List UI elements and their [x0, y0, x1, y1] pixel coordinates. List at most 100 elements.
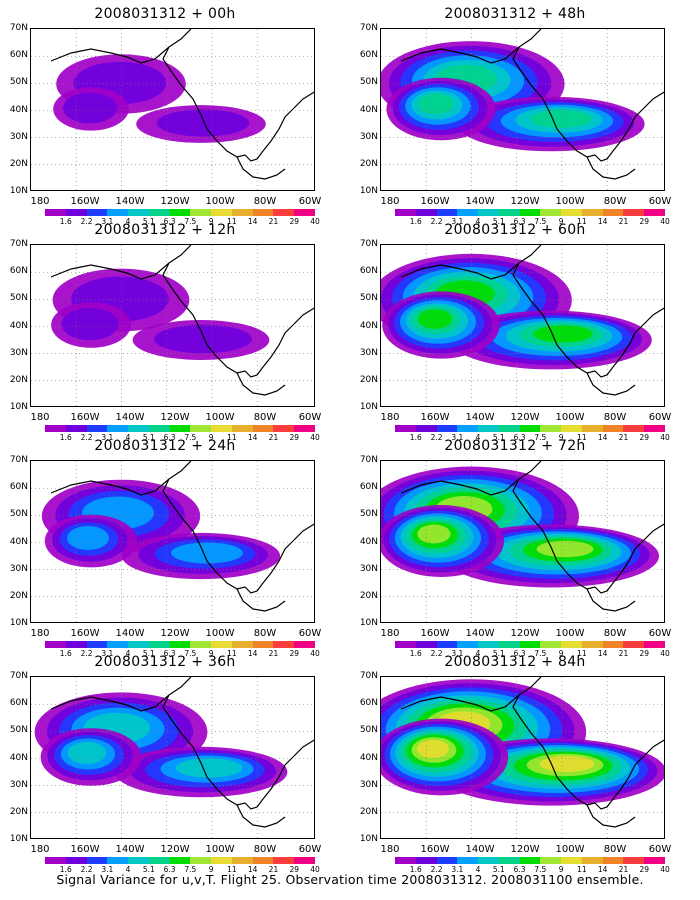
colorbar: [395, 641, 665, 648]
colorbar-swatch: [581, 425, 603, 432]
colorbar-label: 21: [618, 649, 629, 658]
colorbar-swatch: [148, 857, 170, 864]
map-area: [30, 28, 315, 191]
variance-field: [381, 245, 664, 406]
longitude-label: 80W: [603, 196, 627, 207]
colorbar-label: 7.5: [534, 649, 547, 658]
colorbar-label: 14: [597, 217, 608, 226]
colorbar-label: 4: [125, 649, 131, 658]
colorbar-swatch: [231, 209, 253, 216]
latitude-label: 10N: [359, 186, 378, 196]
map-panel: 2008031312 + 36h 70N 60N 50N 40N 30N 20N 10N 180…: [0, 654, 330, 874]
colorbar-label: 21: [268, 649, 279, 658]
variance-field: [381, 461, 664, 622]
colorbar-label: 40: [310, 649, 320, 658]
latitude-label: 10N: [9, 186, 28, 196]
colorbar-swatch: [561, 425, 582, 432]
latitude-label: 70N: [359, 239, 378, 249]
colorbar-swatch: [498, 209, 520, 216]
latitude-label: 60N: [9, 266, 28, 277]
colorbar-swatch: [107, 857, 129, 864]
colorbar-swatch: [65, 425, 87, 432]
colorbar-swatch: [45, 641, 66, 648]
colorbar-label: 2.2: [80, 217, 93, 226]
latitude-label: 10N: [359, 618, 378, 628]
map-panel: 2008031312 + 12h 70N 60N 50N 40N 30N 20N 10N 180…: [0, 222, 330, 442]
colorbar-label: 5.1: [492, 433, 505, 442]
colorbar-swatch: [45, 209, 66, 216]
coastline: [400, 46, 520, 64]
colorbar-label: 3.1: [451, 865, 464, 874]
colorbar-label: 29: [639, 649, 649, 658]
map-area: [30, 244, 315, 407]
variance-field: [381, 677, 664, 838]
latitude-label: 10N: [9, 618, 28, 628]
colorbar: [45, 641, 315, 648]
longitude-label: 120W: [510, 196, 540, 207]
colorbar-swatch: [86, 857, 108, 864]
latitude-label: 70N: [9, 23, 28, 33]
latitude-label: 30N: [9, 347, 28, 358]
colorbar-label: 4: [475, 217, 481, 226]
longitude-label: 80W: [253, 412, 277, 423]
colorbar-swatch: [231, 425, 253, 432]
map-area: [380, 28, 665, 191]
colorbar-swatch: [148, 641, 170, 648]
latitude-label: 50N: [359, 725, 378, 736]
variance-contour: [417, 309, 453, 329]
map-area: [380, 460, 665, 623]
longitude-label: 160W: [70, 196, 100, 207]
panel-title: 2008031312 + 12h: [94, 222, 236, 238]
colorbar-swatch: [395, 857, 416, 864]
coastline: [512, 461, 664, 594]
colorbar-label: 2.2: [430, 217, 443, 226]
latitude-label: 50N: [9, 509, 28, 520]
latitude-label: 20N: [9, 158, 28, 169]
coastline: [586, 372, 636, 396]
colorbar-label: 40: [310, 433, 320, 442]
coastline: [162, 245, 314, 378]
colorbar-label: 3.1: [451, 649, 464, 658]
colorbar-swatch: [561, 857, 582, 864]
coastline: [586, 588, 636, 612]
colorbar-label: 7.5: [184, 217, 197, 226]
map-panel: 2008031312 + 72h 70N 60N 50N 40N 30N 20N 10N 180…: [350, 438, 680, 658]
latitude-label: 20N: [359, 806, 378, 817]
colorbar-swatch: [478, 857, 499, 864]
colorbar-swatch: [252, 857, 274, 864]
latitude-label: 30N: [359, 779, 378, 790]
colorbar-swatch: [457, 857, 479, 864]
colorbar-swatch: [519, 641, 541, 648]
colorbar-label: 40: [660, 217, 670, 226]
colorbar-label: 5.1: [142, 217, 155, 226]
panel-title: 2008031312 + 72h: [444, 438, 586, 454]
colorbar-label: 3.1: [101, 217, 114, 226]
colorbar-swatch: [148, 425, 170, 432]
colorbar-label: 29: [289, 433, 299, 442]
colorbar-swatch: [561, 641, 582, 648]
colorbar-label: 6.3: [513, 865, 526, 874]
colorbar-label: 7.5: [534, 217, 547, 226]
colorbar-label: 29: [289, 649, 299, 658]
map-panel: 2008031312 + 48h 70N 60N 50N 40N 30N 20N 10N 180…: [350, 6, 680, 226]
colorbar-label: 3.1: [101, 865, 114, 874]
panel-title: 2008031312 + 00h: [94, 6, 236, 22]
colorbar-swatch: [436, 425, 458, 432]
longitude-label: 60W: [648, 196, 672, 207]
longitude-label: 160W: [420, 844, 450, 855]
longitude-label: 60W: [298, 628, 322, 639]
colorbar-swatch: [148, 209, 170, 216]
longitude-label: 180: [30, 844, 50, 855]
longitude-label: 60W: [648, 844, 672, 855]
colorbar-label: 5.1: [142, 649, 155, 658]
longitude-label: 140W: [465, 628, 495, 639]
colorbar-label: 29: [639, 865, 649, 874]
colorbar-label: 3.1: [451, 433, 464, 442]
colorbar-label: 6.3: [513, 433, 526, 442]
coastline: [162, 29, 314, 162]
latitude-label: 60N: [359, 482, 378, 493]
latitude-label: 60N: [9, 50, 28, 61]
map-panel: 2008031312 + 00h 70N 60N 50N 40N 30N 20N 10N 180…: [0, 6, 330, 226]
colorbar-swatch: [190, 209, 212, 216]
colorbar-swatch: [273, 857, 295, 864]
